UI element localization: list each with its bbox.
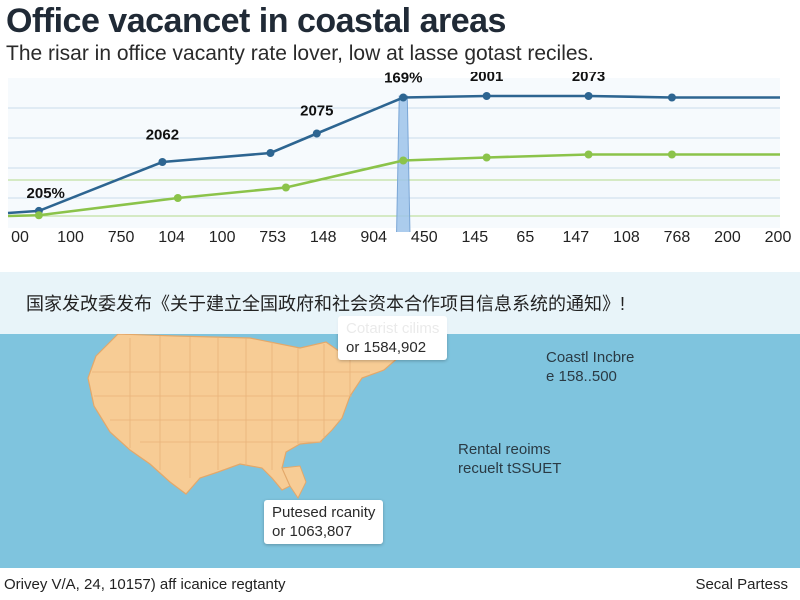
series-0-point <box>584 92 593 100</box>
label-coastal-income-line1: Coastl Incbre <box>546 349 635 366</box>
callout-coastal-claims-line2: or 1584,902 <box>346 339 427 356</box>
callout-projected-vacancy: Putesed rcanity or 1063,807 <box>264 500 384 544</box>
series-0-point <box>667 93 676 102</box>
footer-source: Orivey V/A, 24, 10157) aff icanice regta… <box>4 576 286 593</box>
series-1-point <box>281 183 290 192</box>
series-0-line <box>7 94 780 215</box>
series-0-point <box>482 92 491 100</box>
series-1-point <box>173 194 182 202</box>
x-tick-label: 108 <box>613 229 640 246</box>
x-tick-label: 200 <box>714 229 741 246</box>
us-map <box>87 331 405 499</box>
label-rental-regions-line1: Rental reoims <box>458 441 551 458</box>
label-rental-regions-line2: recuelt tSSUET <box>458 460 562 477</box>
x-tick-label: 450 <box>410 229 438 246</box>
point-label: 205% <box>27 185 65 202</box>
point-label: 169% <box>384 72 422 87</box>
x-tick-label: 100 <box>208 229 236 246</box>
label-coastal-income: Coastl Incbre e 158..500 <box>546 348 634 386</box>
x-axis-ticks: 00 100 750 104 100 753 148 904 450 145 65 147 108 768… <box>0 229 800 251</box>
chart-subtitle: The risar in office vacanty rate lover, … <box>6 42 594 65</box>
x-tick-label: 65 <box>516 229 535 246</box>
x-tick-label: 768 <box>663 229 691 246</box>
x-tick-label: 200 <box>764 229 792 246</box>
line-chart: 205% 2062 2075 169% 2001 2073 <box>7 72 780 232</box>
series-1-point <box>482 153 491 162</box>
x-tick-label: 750 <box>107 229 135 246</box>
callout-projected-vacancy-line1: Putesed rcanity <box>272 504 376 521</box>
news-banner-text: 国家发改委发布《关于建立全国政府和社会资本合作项目信息系统的通知》! <box>26 294 625 314</box>
x-tick-label: 00 <box>11 229 29 246</box>
x-tick-label: 148 <box>309 229 337 246</box>
x-tick-label: 100 <box>57 229 84 246</box>
series-1-point <box>667 150 676 159</box>
chart-point-labels: 205% 2062 2075 169% 2001 2073 <box>27 72 606 202</box>
chart-series <box>7 92 780 220</box>
x-tick-label: 145 <box>461 229 489 246</box>
point-label: 2062 <box>146 127 179 144</box>
label-rental-regions: Rental reoims recuelt tSSUET <box>458 440 561 478</box>
point-label: 2001 <box>470 72 503 85</box>
callout-projected-vacancy-line2: or 1063,807 <box>272 523 353 540</box>
series-1-point <box>34 211 43 220</box>
series-1-point <box>399 156 408 165</box>
label-coastal-income-line2: e 158..500 <box>546 368 617 385</box>
series-1-point <box>584 150 593 159</box>
point-label: 2073 <box>572 72 605 85</box>
x-tick-label: 104 <box>158 229 185 246</box>
series-0-point <box>312 129 321 138</box>
x-tick-label: 147 <box>562 229 590 246</box>
florida <box>281 465 307 499</box>
footer-credit: Secal Partess <box>695 576 788 593</box>
x-tick-label: 904 <box>360 229 388 246</box>
chart-title: Office vacancet in coastal areas <box>6 2 506 40</box>
series-0-point <box>158 158 167 166</box>
x-tick-label: 753 <box>259 229 287 246</box>
state-borders <box>92 336 370 478</box>
footer: Orivey V/A, 24, 10157) aff icanice regta… <box>0 568 800 600</box>
series-0-point <box>399 93 408 102</box>
series-0-point <box>266 149 275 157</box>
point-label: 2075 <box>300 103 333 120</box>
news-banner: 国家发改委发布《关于建立全国政府和社会资本合作项目信息系统的通知》! <box>0 272 800 334</box>
